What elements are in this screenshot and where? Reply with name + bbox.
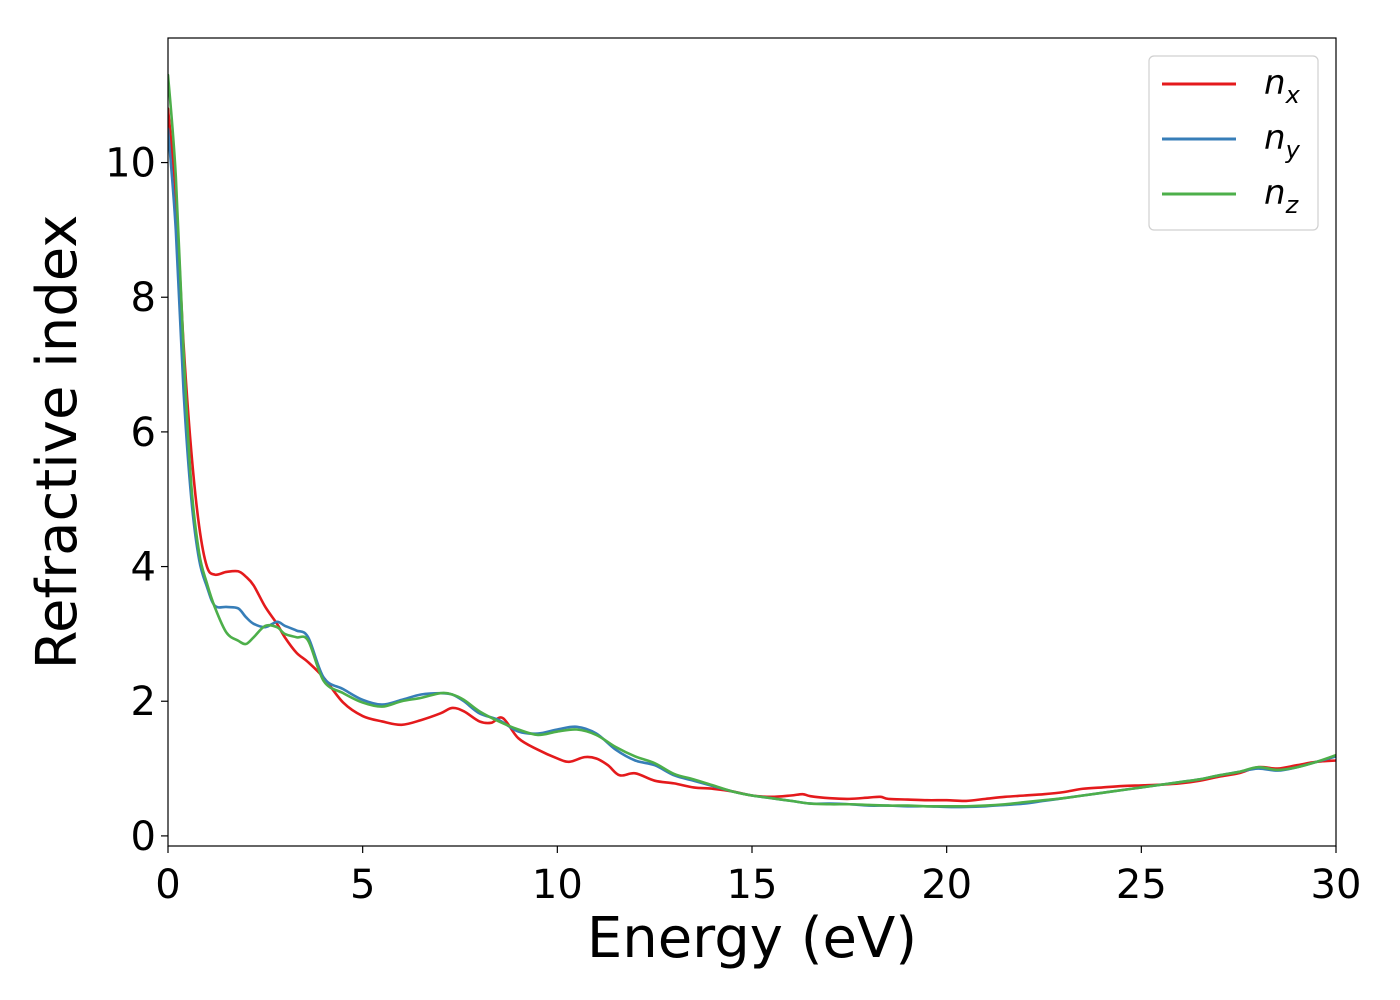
x-tick-label: 30	[1311, 862, 1362, 908]
tick-layer: 0 5 10 15 20 25 30 0 2 4 6 8 10	[105, 141, 1361, 908]
y-tick-label: 10	[105, 141, 156, 187]
legend-subscript-y: y	[1285, 136, 1301, 164]
y-tick-label: 2	[131, 679, 156, 725]
y-tick-label: 6	[131, 410, 156, 456]
series-line-x	[168, 107, 1336, 803]
x-tick-label: 15	[727, 862, 778, 908]
legend-subscript-x: x	[1285, 81, 1301, 109]
x-tick-label: 10	[532, 862, 583, 908]
legend-subscript-z: z	[1285, 191, 1300, 219]
y-axis-label: Refractive index	[25, 215, 90, 670]
legend-box	[1148, 55, 1319, 231]
x-axis-label: Energy (eV)	[587, 906, 917, 971]
y-tick-label: 8	[131, 275, 156, 321]
series-layer	[168, 73, 1336, 809]
x-tick-label: 5	[350, 862, 375, 908]
series-line-z	[168, 73, 1336, 808]
y-tick-label: 4	[131, 545, 156, 591]
x-tick-label: 25	[1116, 862, 1167, 908]
x-tick-label: 0	[155, 862, 180, 908]
y-tick-label: 0	[131, 814, 156, 860]
x-tick-label: 20	[921, 862, 972, 908]
